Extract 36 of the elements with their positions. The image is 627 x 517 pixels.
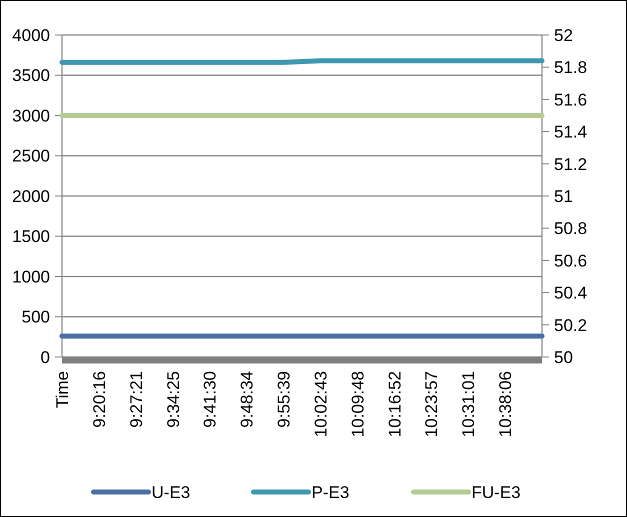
y-tick-label: 2000: [12, 186, 50, 206]
x-tick-label: 10:09:48: [348, 371, 368, 438]
x-tick-label: 10:02:43: [311, 371, 330, 438]
legend-label: P-E3: [312, 482, 350, 502]
x-tick-label: 9:41:30: [200, 371, 220, 428]
y-tick-label: 500: [22, 308, 50, 327]
y2-tick-label: 50.8: [554, 219, 588, 238]
legend-label: FU-E3: [472, 482, 521, 502]
x-tick-label: 9:20:16: [90, 371, 109, 428]
x-tick-label: 10:23:57: [422, 371, 442, 438]
y-tick-label: 1000: [12, 267, 50, 286]
y-tick-label: 0: [40, 348, 50, 367]
y2-tick-label: 51.2: [554, 154, 588, 174]
y2-tick-label: 50.4: [554, 284, 588, 303]
y2-tick-label: 52: [554, 26, 573, 45]
x-tick-label: 9:34:25: [164, 371, 183, 428]
y2-tick-label: 50: [554, 348, 573, 367]
y2-tick-label: 51.4: [554, 122, 588, 142]
y2-tick-label: 51.6: [554, 90, 588, 110]
y2-tick-label: 51: [554, 186, 573, 206]
y-tick-label: 4000: [12, 26, 50, 45]
y-tick-label: 2500: [12, 146, 50, 166]
x-tick-label: 9:55:39: [274, 371, 294, 428]
y2-tick-label: 50.2: [554, 316, 588, 335]
x-tick-label: Time: [53, 371, 72, 408]
y2-tick-label: 51.8: [554, 58, 588, 78]
y-tick-label: 1500: [12, 227, 50, 246]
x-tick-label: 10:38:06: [496, 371, 516, 438]
y2-tick-label: 50.6: [554, 251, 588, 270]
x-tick-label: 9:27:21: [126, 371, 146, 428]
x-tick-label: 9:48:34: [238, 371, 257, 428]
y-tick-label: 3500: [12, 66, 50, 86]
legend-label: U-E3: [152, 482, 190, 502]
x-tick-label: 10:16:52: [385, 371, 404, 438]
y-tick-label: 3000: [12, 106, 50, 126]
x-tick-label: 10:31:01: [459, 371, 478, 438]
